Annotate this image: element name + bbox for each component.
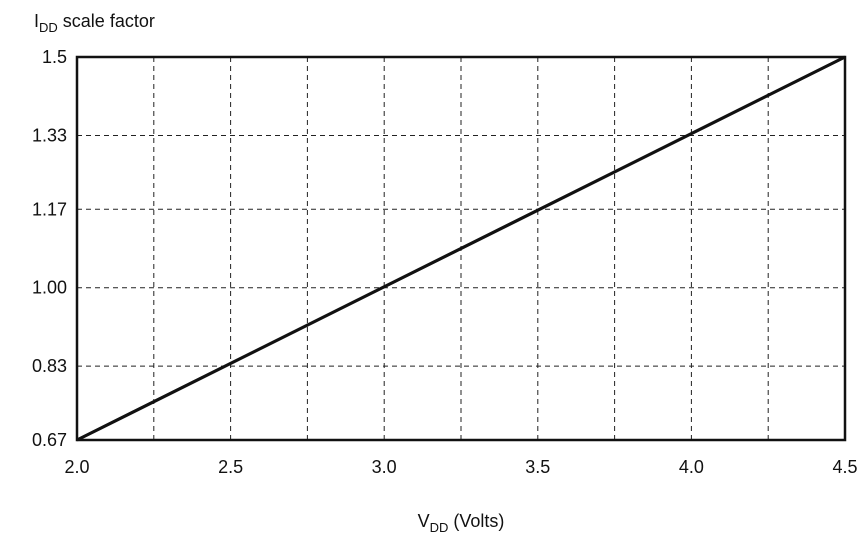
y-tick-label: 0.83 [32, 356, 67, 376]
series-layer [76, 55, 846, 442]
x-tick-label: 4.0 [679, 457, 704, 477]
y-tick-label: 0.67 [32, 430, 67, 450]
y-tick-label: 1.00 [32, 278, 67, 298]
y-tick-label: 1.33 [32, 125, 67, 145]
y-tick-label: 1.5 [42, 47, 67, 67]
x-tick-label: 3.5 [525, 457, 550, 477]
plot-frame [75, 55, 847, 442]
x-tick-label: 2.0 [64, 457, 89, 477]
x-axis-label: VDD (Volts) [418, 511, 505, 535]
y-tick-labels: 0.67 0.83 1.00 1.17 1.33 1.5 [32, 47, 67, 450]
x-tick-labels: 2.0 2.5 3.0 3.5 4.0 4.5 [64, 457, 857, 477]
x-tick-label: 4.5 [832, 457, 857, 477]
series-line [76, 55, 846, 442]
y-tick-label: 1.17 [32, 199, 67, 219]
x-tick-label: 3.0 [372, 457, 397, 477]
y-axis-label: IDD scale factor [34, 11, 155, 35]
x-tick-label: 2.5 [218, 457, 243, 477]
